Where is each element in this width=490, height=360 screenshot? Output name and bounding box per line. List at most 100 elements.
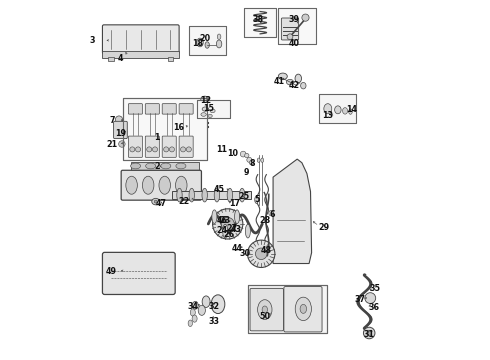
Circle shape [247,240,275,267]
FancyBboxPatch shape [102,25,179,54]
Ellipse shape [240,188,245,202]
Ellipse shape [143,176,154,194]
Ellipse shape [211,295,225,314]
FancyBboxPatch shape [145,136,159,157]
Circle shape [180,147,186,152]
Ellipse shape [245,224,250,238]
Ellipse shape [146,163,156,169]
Text: 47: 47 [156,199,167,208]
Ellipse shape [262,306,268,313]
FancyBboxPatch shape [179,104,193,114]
Circle shape [240,151,246,157]
Ellipse shape [188,320,193,327]
Ellipse shape [193,301,198,309]
FancyBboxPatch shape [128,136,143,157]
Ellipse shape [201,113,206,116]
Text: 12: 12 [200,96,211,105]
Ellipse shape [300,305,307,313]
Ellipse shape [201,96,209,102]
Bar [245,8,275,37]
FancyBboxPatch shape [128,104,143,114]
Text: 42: 42 [289,81,300,90]
Ellipse shape [217,34,221,40]
Circle shape [116,116,122,123]
Text: 29: 29 [318,223,330,232]
Ellipse shape [335,106,341,114]
Circle shape [367,330,372,336]
Text: 10: 10 [227,149,238,158]
Text: 44: 44 [232,244,243,253]
FancyBboxPatch shape [284,287,322,332]
Ellipse shape [152,198,160,205]
Text: 22: 22 [178,197,190,206]
Ellipse shape [202,188,207,202]
Text: 27: 27 [227,224,238,233]
Ellipse shape [176,163,186,169]
Ellipse shape [210,109,215,113]
Bar [319,94,356,123]
Ellipse shape [205,42,209,48]
Circle shape [147,147,152,152]
Bar [248,285,327,333]
Bar [197,100,230,118]
Bar [108,57,114,61]
Circle shape [287,34,293,40]
Bar [123,98,207,160]
Circle shape [249,161,254,165]
Ellipse shape [349,109,352,114]
Text: 17: 17 [229,199,240,208]
Circle shape [245,153,249,158]
Text: 39: 39 [288,15,299,24]
Bar [248,285,327,333]
Text: 26: 26 [223,230,234,239]
Text: 48: 48 [260,246,271,255]
Ellipse shape [214,188,220,202]
Text: 37: 37 [355,295,366,304]
Ellipse shape [192,315,197,322]
Text: 3: 3 [89,36,95,45]
Text: 4: 4 [118,54,123,63]
Ellipse shape [212,210,217,224]
Text: 40: 40 [289,40,300,49]
Ellipse shape [278,73,287,80]
Ellipse shape [261,158,264,162]
Bar [102,51,179,58]
Text: 38: 38 [252,15,263,24]
Text: 16: 16 [173,123,184,132]
Text: 6: 6 [269,210,275,219]
Circle shape [247,157,252,162]
Text: 34: 34 [187,302,198,311]
Text: 28: 28 [259,216,270,225]
Ellipse shape [255,196,258,203]
Bar [245,8,275,37]
FancyBboxPatch shape [121,170,201,200]
Text: 25: 25 [239,192,250,201]
Text: 35: 35 [370,284,381,293]
Ellipse shape [343,108,347,114]
Text: 21: 21 [106,140,118,149]
FancyBboxPatch shape [281,18,298,40]
Circle shape [302,14,309,21]
Text: 13: 13 [322,111,333,120]
Text: 7: 7 [109,116,115,125]
Ellipse shape [161,163,171,169]
Ellipse shape [286,80,294,85]
Ellipse shape [130,163,141,169]
FancyBboxPatch shape [145,104,159,114]
Circle shape [119,141,125,147]
Ellipse shape [301,82,306,89]
Ellipse shape [202,107,209,111]
Ellipse shape [126,176,137,194]
Circle shape [365,293,376,303]
Ellipse shape [197,38,203,47]
Text: 2: 2 [154,162,160,171]
Ellipse shape [258,300,272,320]
Text: 41: 41 [274,77,285,86]
Text: 36: 36 [368,303,379,312]
Ellipse shape [175,176,187,194]
Ellipse shape [154,200,157,203]
Text: 15: 15 [203,104,215,113]
Ellipse shape [208,114,212,117]
Circle shape [170,147,174,152]
Circle shape [186,147,192,152]
